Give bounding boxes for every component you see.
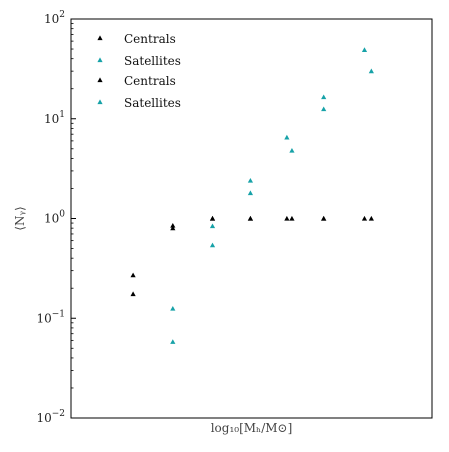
y-tick-label: 10−2 bbox=[36, 409, 65, 425]
x-axis-label: log₁₀[Mₕ/M⊙] bbox=[211, 421, 293, 435]
satellite-point bbox=[210, 243, 215, 248]
y-tick-label: 102 bbox=[44, 10, 65, 26]
legend-entry-label: Satellites bbox=[124, 96, 181, 110]
satellite-point bbox=[170, 306, 175, 311]
satellite-point bbox=[248, 190, 253, 195]
satellite-point bbox=[321, 106, 326, 111]
central-point bbox=[289, 216, 294, 221]
y-tick-label: 100 bbox=[44, 210, 65, 226]
legend-marker bbox=[97, 35, 102, 40]
y-axis-ticks: 10−2 10−1 100 101 102 bbox=[36, 10, 76, 425]
central-point bbox=[210, 216, 215, 221]
central-point bbox=[369, 216, 374, 221]
legend-marker bbox=[97, 77, 102, 82]
y-axis-label: ⟨Nᵧ⟩ bbox=[13, 206, 27, 230]
central-point bbox=[130, 291, 135, 296]
central-point bbox=[130, 273, 135, 278]
satellite-point bbox=[362, 47, 367, 52]
legend-marker bbox=[97, 99, 102, 104]
legend-entry-label: Satellites bbox=[124, 54, 181, 68]
satellite-point bbox=[170, 339, 175, 344]
data-points bbox=[130, 47, 373, 344]
satellite-point bbox=[321, 94, 326, 99]
y-tick-label: 10−1 bbox=[36, 309, 65, 325]
legend: Centrals Satellites Centrals Satellites bbox=[97, 32, 181, 110]
legend-entry-label: Centrals bbox=[124, 74, 176, 88]
central-point bbox=[362, 216, 367, 221]
central-point bbox=[284, 216, 289, 221]
satellite-point bbox=[289, 148, 294, 153]
y-tick-label: 101 bbox=[44, 110, 65, 126]
satellite-point bbox=[369, 69, 374, 74]
satellite-point bbox=[248, 178, 253, 183]
satellite-point bbox=[210, 223, 215, 228]
central-point bbox=[248, 216, 253, 221]
central-point bbox=[321, 216, 326, 221]
legend-entry-label: Centrals bbox=[124, 32, 176, 46]
satellite-point bbox=[284, 135, 289, 140]
legend-marker bbox=[97, 57, 102, 62]
